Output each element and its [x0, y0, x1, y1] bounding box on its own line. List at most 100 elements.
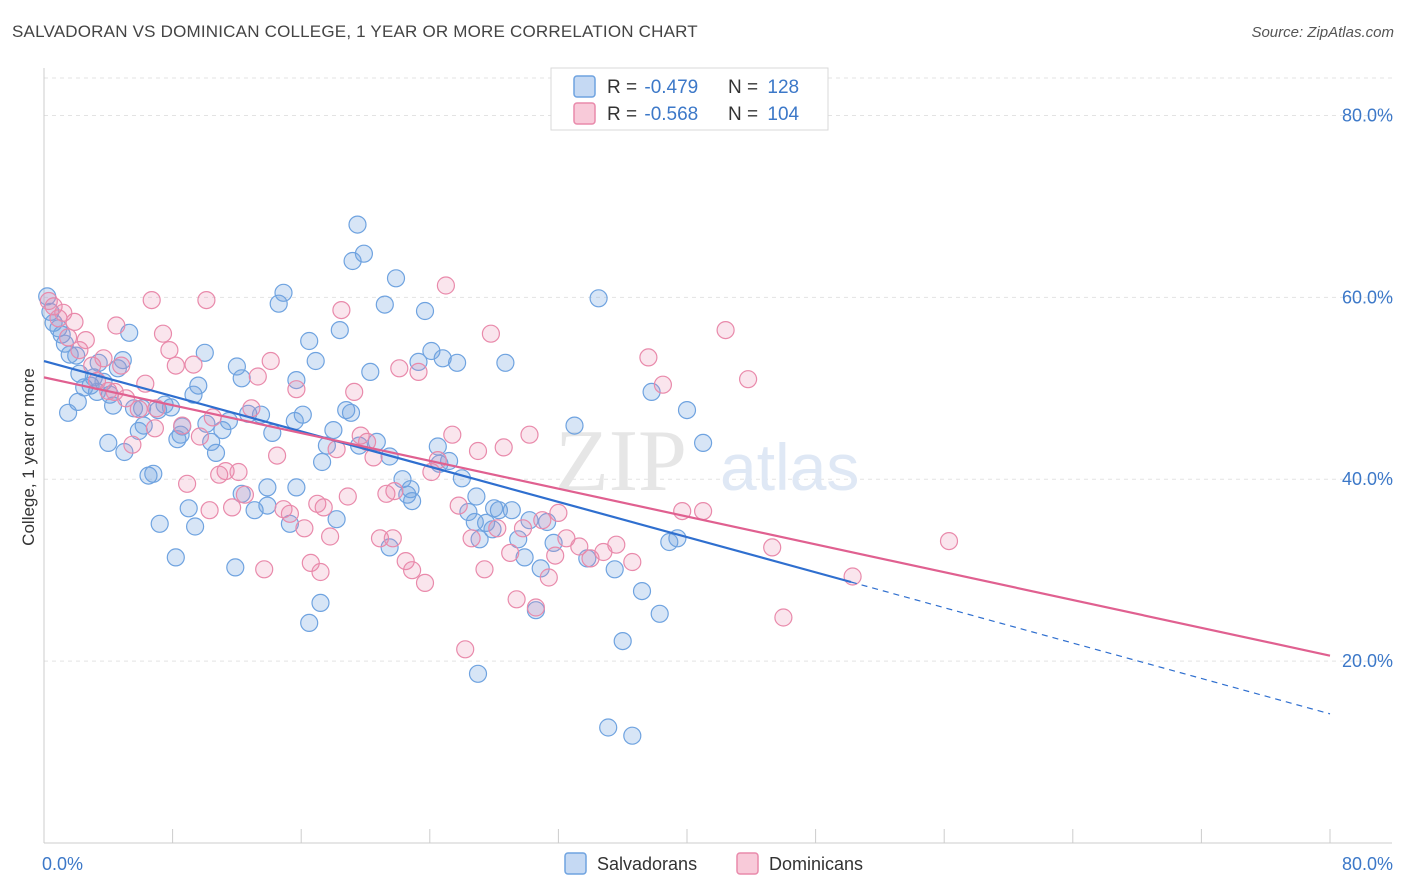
salvadorans-point-84 — [515, 548, 534, 567]
dominicans-point-80 — [539, 568, 558, 587]
watermark-atlas: atlas — [720, 430, 859, 504]
dominicans-point-50 — [345, 382, 364, 401]
x-tick-label-end: 80.0% — [1342, 854, 1393, 874]
dominicans-point-4 — [58, 328, 78, 347]
dominicans-point-36 — [255, 560, 274, 579]
dominicans-point-72 — [488, 519, 507, 538]
dominicans-point-21 — [160, 341, 179, 360]
y-axis-title: College, 1 year or more — [19, 368, 38, 546]
dominicans-point-18 — [142, 291, 161, 310]
salvadorans-point-29 — [179, 499, 198, 518]
dominicans-point-5 — [65, 312, 84, 331]
dominicans-point-19 — [147, 399, 166, 418]
dominicans-point-101 — [200, 501, 219, 520]
legend-swatch-salvadorans — [573, 75, 596, 98]
salvadorans-point-97 — [632, 581, 652, 601]
dominicans-point-70 — [475, 560, 494, 579]
dominicans-point-83 — [570, 537, 589, 556]
dominicans-point-79 — [533, 511, 552, 530]
salvadorans-point-104 — [258, 478, 277, 497]
dominicans-point-64 — [436, 276, 455, 295]
salvadorans-point-81 — [496, 353, 515, 372]
salvadorans-point-108 — [226, 558, 245, 577]
salvadorans-point-49 — [300, 331, 319, 351]
salvadorans-point-90 — [565, 416, 584, 435]
dominicans-point-42 — [295, 519, 314, 538]
dominicans-point-69 — [468, 441, 488, 461]
dominicans-point-88 — [639, 348, 658, 367]
dominicans-point-13 — [112, 356, 131, 375]
salvadorans-point-82 — [502, 501, 521, 520]
salvadorans-point-110 — [311, 593, 330, 613]
salvadorans-trendline — [43, 359, 852, 584]
source-label: Source: ZipAtlas.com — [1251, 24, 1394, 41]
dominicans-point-97 — [939, 531, 959, 551]
dominicans-point-35 — [248, 367, 267, 386]
legend-r-label-2: R = — [607, 104, 642, 125]
dominicans-point-38 — [268, 446, 287, 465]
dominicans-point-15 — [123, 435, 142, 454]
salvadorans-point-32 — [195, 343, 214, 362]
x-tick-label-start: 0.0% — [42, 854, 83, 874]
salvadorans-point-56 — [343, 251, 362, 271]
legend-r-label-1: R = — [607, 77, 642, 98]
salvadorans-point-125 — [485, 499, 504, 518]
y-tick-label-80: 80.0% — [1342, 105, 1393, 125]
dominicans-point-75 — [507, 590, 526, 609]
dominicans-point-56 — [383, 529, 402, 548]
salvadorans-point-67 — [409, 352, 428, 371]
salvadorans-point-58 — [354, 244, 373, 263]
watermark: ZIP atlas — [555, 413, 859, 510]
salvadorans-point-57 — [348, 215, 367, 234]
salvadorans-point-31 — [189, 376, 208, 395]
dominicans-point-65 — [443, 425, 462, 444]
dominicans-point-102 — [145, 419, 164, 438]
salvadorans-point-53 — [324, 421, 343, 440]
salvadorans-point-83 — [509, 530, 528, 549]
dominicans-point-16 — [129, 400, 148, 419]
salvadorans-point-94 — [605, 560, 624, 579]
legend-box — [550, 67, 829, 131]
salvadorans-point-47 — [287, 371, 306, 390]
dominicans-point-49 — [338, 487, 357, 506]
salvadorans-point-55 — [337, 401, 356, 420]
dominicans-point-81 — [549, 503, 568, 523]
salvadorans-point-45 — [274, 283, 293, 302]
dominicans-point-25 — [184, 355, 203, 374]
salvadorans-point-102 — [677, 401, 697, 420]
dominicans-point-46 — [321, 527, 340, 546]
salvadorans-point-54 — [330, 321, 349, 340]
salvadorans-point-50 — [306, 351, 325, 371]
dominicans-point-20 — [153, 324, 173, 343]
dominicans-point-61 — [415, 573, 435, 593]
dominicans-point-60 — [409, 362, 428, 381]
salvadorans-point-129 — [171, 425, 190, 444]
salvadorans-point-69 — [422, 341, 441, 361]
dominicans-point-57 — [390, 359, 409, 378]
salvadorans-point-98 — [642, 382, 661, 401]
legend-r-value-2: -0.568 — [644, 104, 698, 125]
dominicans-point-99 — [385, 482, 404, 501]
salvadorans-point-23 — [144, 464, 163, 483]
salvadorans-point-106 — [150, 514, 169, 533]
dominicans-point-6 — [70, 341, 89, 360]
dominicans-point-7 — [76, 331, 95, 350]
salvadorans-point-103 — [693, 433, 713, 452]
legend-row2: R = -0.568 N = 104 — [607, 104, 800, 125]
salvadorans-point-44 — [269, 294, 288, 313]
salvadorans-point-123 — [468, 664, 488, 683]
legend-row1: R = -0.479 N = 128 — [607, 77, 799, 98]
dominicans-point-30 — [216, 462, 235, 481]
salvadorans-point-111 — [300, 613, 319, 633]
dominicans-point-66 — [449, 496, 468, 515]
dominicans-point-67 — [456, 640, 475, 659]
dominicans-point-59 — [403, 561, 422, 580]
y-tick-label-20: 20.0% — [1342, 651, 1393, 671]
dominicans-point-82 — [557, 529, 576, 548]
salvadorans-point-126 — [467, 487, 486, 506]
salvadorans-point-59 — [361, 362, 380, 381]
dominicans-trendline — [43, 376, 1331, 657]
dominicans-point-10 — [94, 349, 113, 368]
salvadorans-point-7 — [67, 346, 86, 365]
dominicans-point-23 — [173, 416, 192, 435]
